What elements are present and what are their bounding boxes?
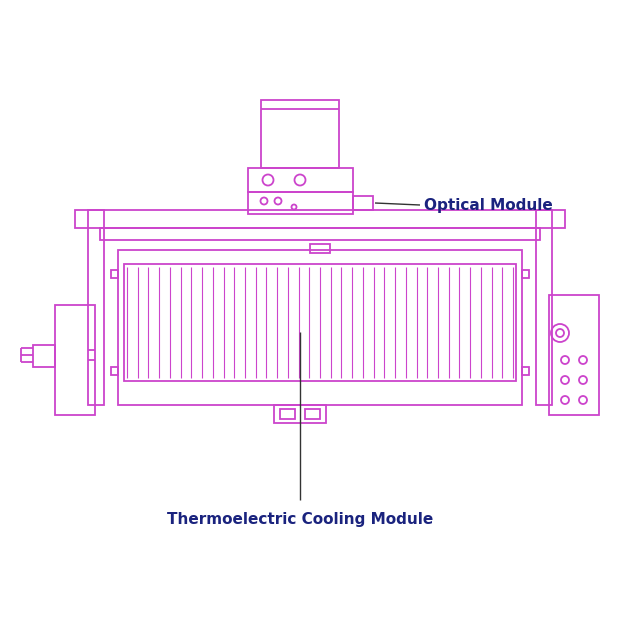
Bar <box>280 409 295 419</box>
Bar <box>261 100 339 168</box>
Bar <box>353 196 373 210</box>
Bar <box>55 305 95 415</box>
Text: Optical Module: Optical Module <box>424 198 553 212</box>
Text: Thermoelectric Cooling Module: Thermoelectric Cooling Module <box>167 512 433 527</box>
Bar <box>274 405 326 423</box>
Bar <box>111 367 118 375</box>
Bar <box>522 270 529 278</box>
Bar <box>522 367 529 375</box>
Bar <box>111 270 118 278</box>
Bar <box>88 210 104 405</box>
Bar <box>33 345 55 367</box>
Bar <box>248 192 353 214</box>
Bar <box>310 244 330 253</box>
Bar <box>124 264 516 381</box>
Bar <box>248 168 353 192</box>
Bar <box>549 295 599 415</box>
Bar <box>75 210 565 228</box>
Bar <box>536 210 552 405</box>
Bar <box>305 409 320 419</box>
Bar <box>100 228 540 240</box>
Bar <box>118 250 522 405</box>
